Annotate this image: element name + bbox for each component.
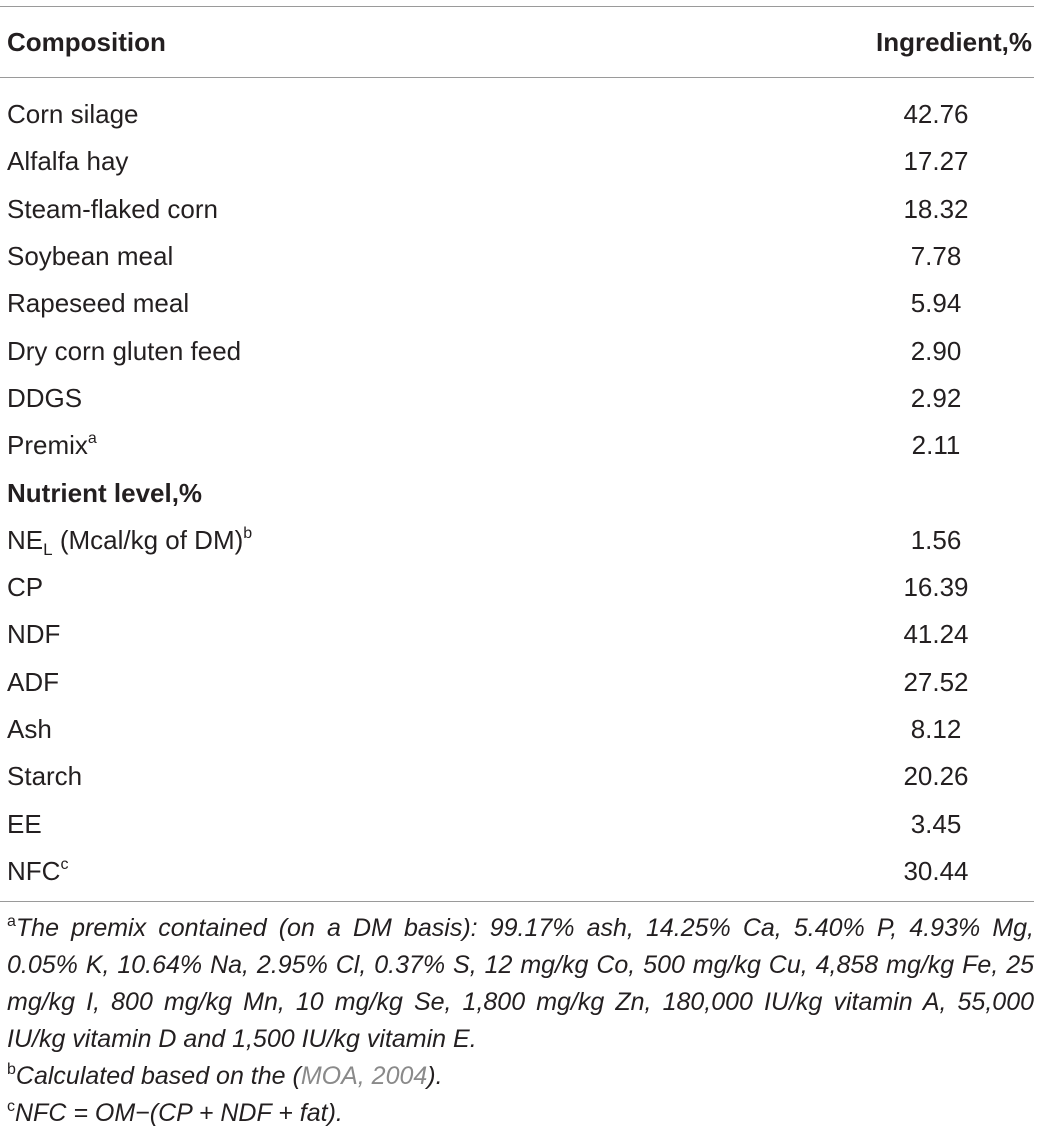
footnote-marker: c	[60, 855, 69, 873]
footnote-a: aThe premix contained (on a DM basis): 9…	[7, 910, 1034, 1058]
table-row: Rapeseed meal 5.94	[0, 280, 1034, 327]
row-label: Starch	[7, 761, 83, 792]
row-label: NDF	[7, 619, 61, 650]
table-row: NEL (Mcal/kg of DM)b 1.56	[0, 517, 1034, 564]
footnote-marker: a	[87, 430, 97, 448]
row-value: 30.44	[903, 855, 969, 886]
row-value: 7.78	[910, 241, 962, 272]
row-value: 2.90	[910, 335, 962, 366]
row-value: 42.76	[903, 99, 969, 130]
table-row: Soybean meal 7.78	[0, 233, 1034, 280]
row-label-text: Premix	[7, 430, 88, 461]
row-label: Alfalfa hay	[7, 146, 129, 177]
table-row: Alfalfa hay 17.27	[0, 138, 1034, 185]
row-value: 17.27	[903, 146, 969, 177]
row-value: 5.94	[910, 288, 962, 319]
section-label: Nutrient level,%	[7, 477, 203, 508]
row-label: Corn silage	[7, 99, 139, 130]
table-row: Dry corn gluten feed 2.90	[0, 327, 1034, 374]
table-top-rule	[0, 6, 1034, 7]
footnote-mark: b	[7, 1061, 16, 1079]
row-label: DDGS	[7, 382, 83, 413]
footnote-text-before: Calculated based on the (	[15, 1062, 301, 1091]
row-label-suffix: (Mcal/kg of DM)	[52, 524, 244, 555]
row-label: NEL (Mcal/kg of DM)b	[0, 524, 856, 559]
row-value: 1.56	[910, 524, 962, 555]
table-bottom-rule	[0, 901, 1034, 903]
table-row: Corn silage 42.76	[0, 91, 1034, 138]
section-header-row: Nutrient level,%	[0, 469, 1034, 516]
row-label: EE	[7, 808, 42, 839]
table-row: EE 3.45	[0, 800, 1034, 847]
table-row: Premixa 2.11	[0, 422, 1034, 469]
table-row: Ash 8.12	[0, 706, 1034, 753]
row-value: 3.45	[910, 808, 962, 839]
row-value: 8.12	[910, 714, 962, 744]
header-ingredient: Ingredient,%	[875, 26, 1032, 57]
row-value: 2.11	[911, 430, 961, 461]
table-row: Starch 20.26	[0, 753, 1034, 800]
row-value: 2.92	[910, 382, 962, 413]
footnote-text: NFC = OM−(CP + NDF + fat).	[15, 1099, 343, 1128]
row-value: 18.32	[903, 193, 969, 224]
citation-link[interactable]: MOA, 2004	[300, 1062, 428, 1091]
row-label: ADF	[7, 666, 59, 697]
row-value: 20.26	[903, 761, 969, 792]
row-label: Soybean meal	[7, 241, 174, 272]
table-row: NFCc 30.44	[0, 848, 1034, 895]
table-row: ADF 27.52	[0, 659, 1034, 706]
table-row: CP 16.39	[0, 564, 1034, 611]
footnote-c: cNFC = OM−(CP + NDF + fat).	[7, 1095, 1034, 1132]
footnote-marker: b	[243, 524, 253, 542]
footnote-mark: a	[7, 913, 16, 931]
row-label: Rapeseed meal	[7, 288, 190, 319]
row-label: Ash	[7, 714, 52, 744]
composition-table: Composition Ingredient,% Corn silage 42.…	[0, 6, 1034, 1132]
row-value: 41.24	[903, 619, 969, 650]
row-label: NFCc	[0, 856, 856, 887]
row-value: 27.52	[903, 666, 969, 697]
footnote-text-after: ).	[427, 1062, 443, 1091]
row-label: Steam-flaked corn	[7, 193, 218, 224]
footnote-text: The premix contained (on a DM basis): 99…	[7, 914, 1034, 1054]
header-composition: Composition	[7, 26, 166, 57]
table-header-row: Composition Ingredient,%	[0, 7, 1034, 77]
table-row: NDF 41.24	[0, 611, 1034, 658]
footnote-b: bCalculated based on the (MOA, 2004).	[7, 1058, 1034, 1095]
table-row: DDGS 2.92	[0, 375, 1034, 422]
row-label-subscript: L	[43, 539, 53, 559]
row-label: Premixa	[0, 430, 856, 461]
row-label: Dry corn gluten feed	[7, 335, 242, 366]
footnote-mark: c	[7, 1098, 15, 1116]
row-label-text: NFC	[7, 855, 61, 886]
row-value: 16.39	[903, 572, 969, 603]
table-header-rule	[0, 77, 1034, 78]
row-label: CP	[7, 572, 44, 603]
table-row: Steam-flaked corn 18.32	[0, 186, 1034, 233]
table-body: Corn silage 42.76 Alfalfa hay 17.27 Stea…	[0, 78, 1034, 895]
table-footnotes: aThe premix contained (on a DM basis): 9…	[0, 902, 1034, 1132]
row-label-prefix: NE	[7, 524, 44, 555]
